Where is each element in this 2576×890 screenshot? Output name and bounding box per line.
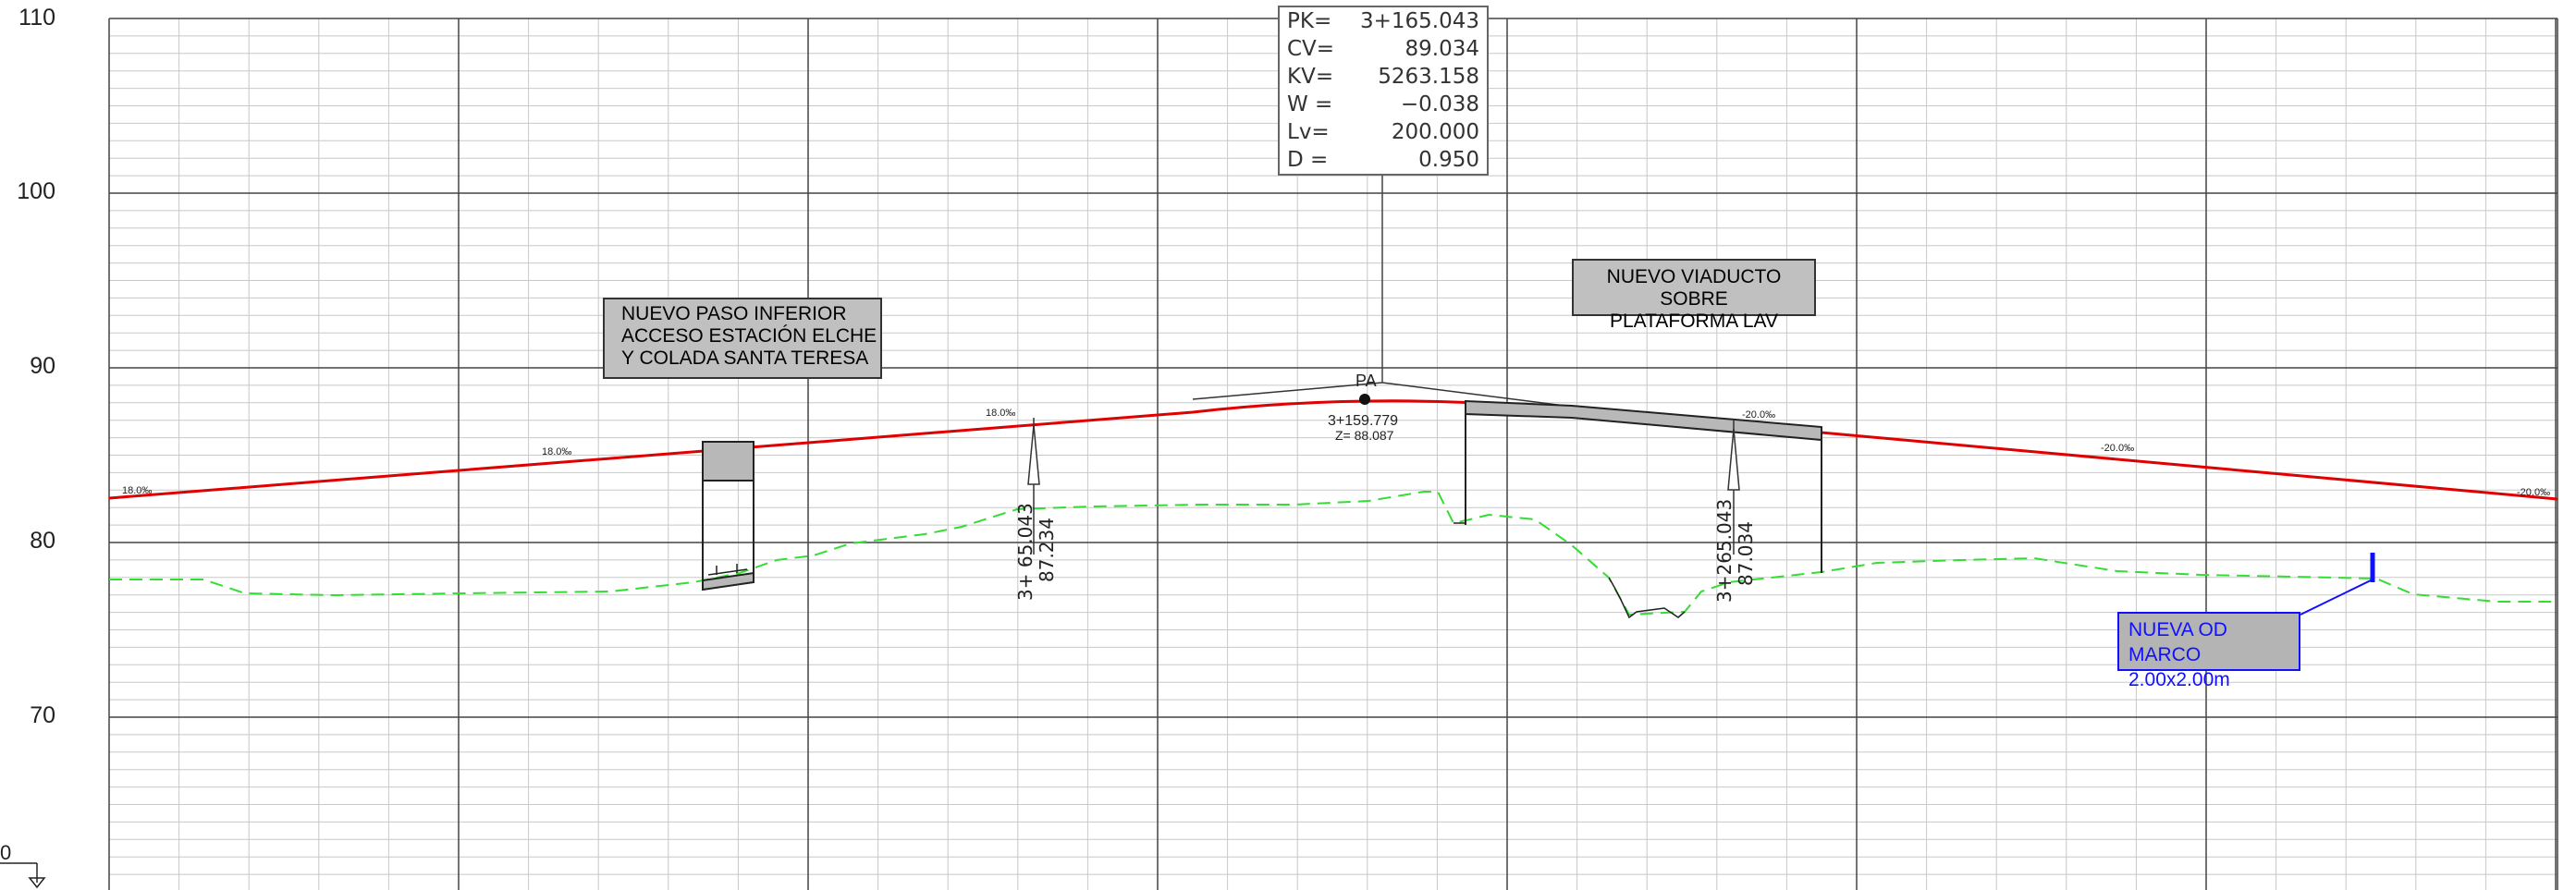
slope-label: 18.0‰ — [542, 446, 571, 457]
vertical-curve-info-box: PK= 3+165.043 CV= 89.034 KV= 5263.158 W = −0… — [1278, 6, 1489, 176]
terrain-depression — [1608, 577, 1686, 619]
vertex-point — [1359, 394, 1370, 405]
y-tick-label: 70 — [30, 702, 55, 728]
marker-left-arrow — [1027, 424, 1040, 485]
marker-left-pk: 3+ 65.043 — [1014, 503, 1037, 601]
marker-left-z: 87.234 — [1036, 518, 1058, 582]
underpass-road — [707, 564, 748, 576]
info-value: −0.038 — [1400, 92, 1479, 116]
y-tick-label: 90 — [30, 353, 55, 379]
info-key: PK= — [1287, 9, 1332, 33]
annotation-line: ACCESO ESTACIÓN ELCHE — [621, 325, 877, 347]
slope-label: 18.0‰ — [986, 408, 1015, 419]
info-value: 89.034 — [1405, 37, 1479, 61]
annotation-line: NUEVA OD — [2128, 619, 2227, 640]
marker-right-z: 87.034 — [1735, 521, 1757, 586]
slope-label: 18.0‰ — [122, 485, 152, 496]
vertex-pk: 3+159.779 — [1328, 413, 1398, 429]
annotation-line: MARCO 2.00x2.00m — [2128, 644, 2230, 690]
slope-label: -20.0‰ — [2101, 443, 2134, 454]
y-tick-label: 110 — [18, 5, 55, 30]
underpass-annotation: NUEVO PASO INFERIOR ACCESO ESTACIÓN ELCH… — [603, 298, 882, 379]
nueva-od-annotation: NUEVA OD MARCO 2.00x2.00m — [2117, 612, 2300, 690]
datum-arrow — [28, 877, 46, 889]
vertex-label: PA — [1355, 372, 1377, 390]
tangent-left — [1192, 382, 1383, 400]
tangent-right — [1381, 382, 1573, 408]
underpass-deck — [702, 441, 754, 482]
info-key: KV= — [1287, 65, 1334, 89]
info-key: D = — [1287, 148, 1329, 172]
info-key: Lv= — [1287, 120, 1330, 144]
terrain-line — [109, 491, 2558, 616]
annotation-line: NUEVO VIADUCTO SOBRE — [1606, 266, 1782, 310]
info-key: CV= — [1287, 37, 1335, 61]
info-key: W = — [1287, 92, 1333, 116]
marker-right-pk: 3+265.043 — [1713, 499, 1736, 603]
y-tick-label: 80 — [30, 528, 55, 554]
info-value: 3+165.043 — [1359, 9, 1479, 33]
vertex-z: Z= 88.087 — [1335, 428, 1394, 443]
datum-label: 0 — [0, 841, 12, 864]
info-value: 200.000 — [1391, 120, 1479, 144]
annotation-line: Y COLADA SANTA TERESA — [621, 347, 869, 369]
marker-right-arrow — [1727, 428, 1740, 491]
info-value: 0.950 — [1418, 148, 1479, 172]
annotation-line: PLATAFORMA LAV — [1609, 311, 1779, 332]
slope-label: -20.0‰ — [2517, 487, 2550, 498]
y-tick-label: 100 — [17, 178, 55, 204]
od-leader — [2300, 579, 2374, 616]
slope-label: -20.0‰ — [1742, 409, 1775, 421]
underpass-floor — [702, 571, 754, 591]
annotation-line: NUEVO PASO INFERIOR — [621, 303, 847, 324]
info-value: 5263.158 — [1378, 65, 1479, 89]
viaduct-annotation: NUEVO VIADUCTO SOBRE PLATAFORMA LAV — [1572, 259, 1816, 332]
